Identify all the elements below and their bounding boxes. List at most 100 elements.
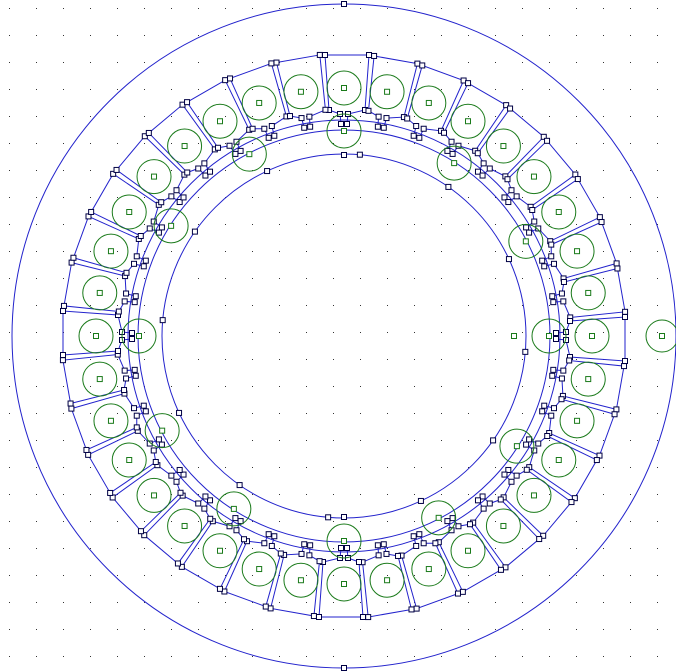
slot-label <box>136 159 172 195</box>
node <box>441 129 448 136</box>
node <box>535 225 542 232</box>
node <box>416 134 423 141</box>
slot-label-node <box>500 522 507 529</box>
node <box>152 458 159 465</box>
node <box>383 115 390 122</box>
slot-label <box>136 477 172 513</box>
node <box>501 471 508 478</box>
slot-label <box>570 275 606 311</box>
node <box>444 518 451 525</box>
node <box>560 298 567 305</box>
node <box>155 436 162 443</box>
slot-label-node <box>297 577 304 584</box>
slot-label-node <box>297 88 304 95</box>
node <box>536 536 543 543</box>
node <box>503 102 510 109</box>
node <box>383 550 390 557</box>
node <box>505 199 512 206</box>
node <box>410 533 417 540</box>
node <box>60 302 67 309</box>
ring-label-node <box>230 505 237 512</box>
node <box>85 451 92 458</box>
node <box>365 614 372 621</box>
node <box>232 150 239 157</box>
node <box>158 441 165 448</box>
node <box>558 396 565 403</box>
node <box>123 269 130 276</box>
node <box>133 412 140 419</box>
node <box>121 387 128 394</box>
node <box>413 123 420 130</box>
stator-geometry <box>11 1 676 671</box>
slot-label <box>167 508 203 544</box>
node <box>301 541 308 548</box>
node <box>531 218 538 225</box>
node <box>449 515 456 522</box>
node <box>267 605 274 612</box>
slot-label-node <box>384 577 391 584</box>
node <box>513 193 520 200</box>
node <box>490 437 497 444</box>
node <box>207 515 214 522</box>
node <box>553 330 559 336</box>
node <box>504 176 511 183</box>
node <box>140 402 147 409</box>
slot-label-node <box>465 547 471 554</box>
node <box>177 489 184 496</box>
node <box>129 330 135 336</box>
node <box>268 542 275 549</box>
node <box>567 318 573 324</box>
node <box>549 293 556 300</box>
slot-label <box>541 442 577 478</box>
tooth-ring-outer <box>127 119 561 553</box>
node <box>202 172 209 179</box>
block-label-node <box>659 333 665 339</box>
node <box>249 125 256 132</box>
node <box>316 51 323 58</box>
ring-label-node <box>513 443 520 450</box>
node <box>344 545 350 551</box>
node <box>550 260 557 267</box>
slot-label <box>369 74 405 110</box>
node <box>539 257 546 264</box>
node <box>365 107 372 114</box>
node <box>341 665 347 671</box>
node <box>268 60 275 67</box>
slot-label <box>516 477 552 513</box>
slot-label <box>111 194 147 230</box>
node <box>375 113 382 120</box>
node <box>133 253 140 260</box>
node <box>137 528 144 535</box>
node <box>142 257 149 264</box>
node <box>356 559 362 565</box>
node <box>505 466 512 473</box>
node <box>375 552 382 559</box>
node <box>550 366 557 373</box>
node <box>316 558 323 565</box>
node <box>113 166 120 173</box>
node <box>298 115 305 122</box>
node <box>133 424 140 431</box>
node <box>129 336 135 342</box>
slot-label <box>283 74 319 110</box>
node <box>526 229 533 236</box>
node <box>560 278 567 285</box>
node <box>322 106 329 113</box>
slot-label-node <box>256 566 263 573</box>
slot-label <box>202 103 238 139</box>
node <box>432 540 439 547</box>
node <box>236 482 243 489</box>
slot-label <box>450 533 486 569</box>
node <box>540 133 547 140</box>
node <box>448 138 455 145</box>
node <box>614 265 621 272</box>
node <box>408 606 415 613</box>
node <box>529 207 536 214</box>
node <box>222 77 229 84</box>
slot-label-node <box>107 417 114 424</box>
node <box>416 531 423 538</box>
slot-label <box>485 128 521 164</box>
node <box>497 496 504 503</box>
node <box>574 176 581 183</box>
node <box>593 457 600 464</box>
